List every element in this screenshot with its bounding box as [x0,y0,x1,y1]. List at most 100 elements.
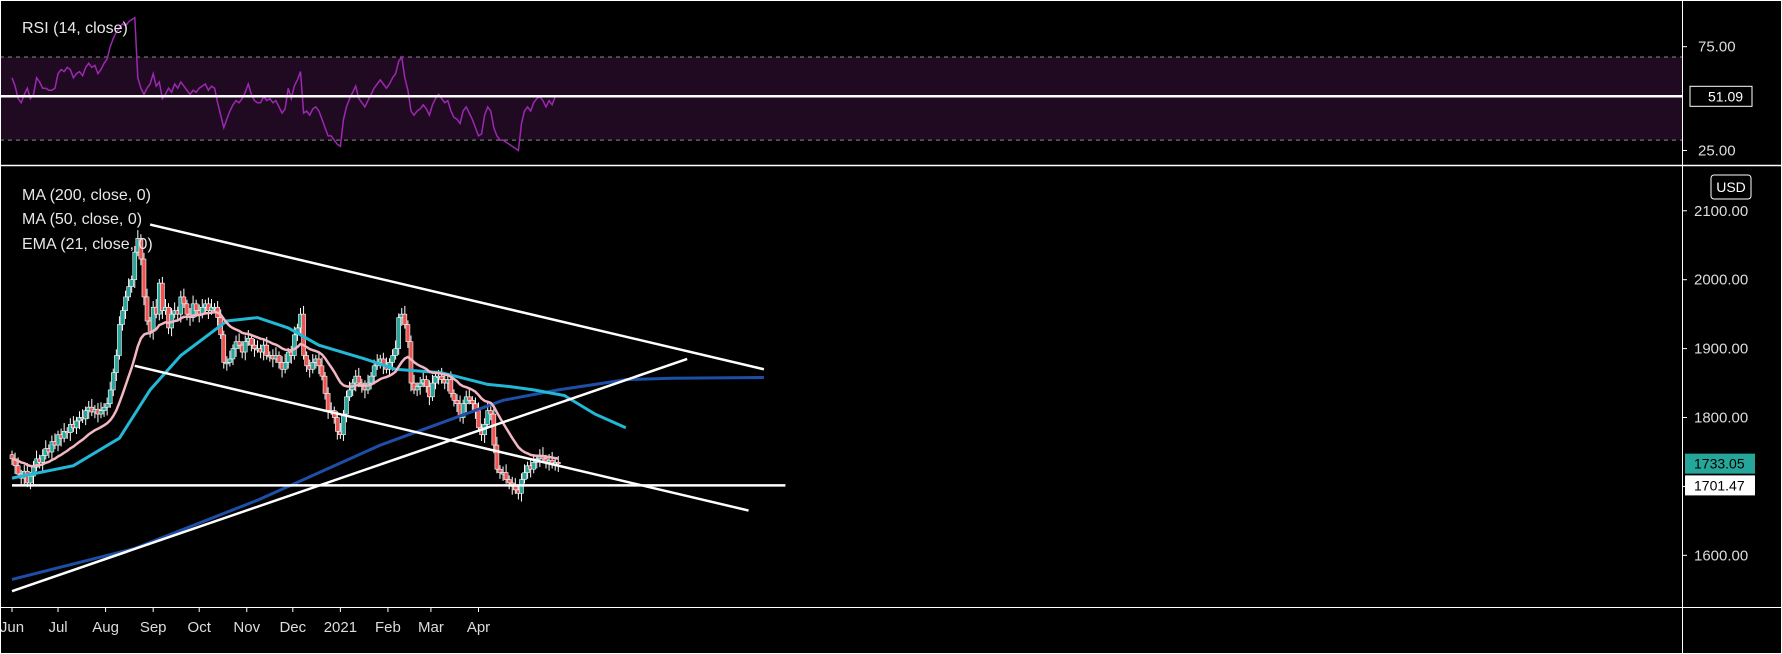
trendline-2[interactable] [11,357,688,593]
candle-down [408,341,414,384]
candle-down [193,303,199,312]
time-tick-label: Jul [48,619,67,636]
candle-down [276,355,282,363]
candle-up [74,420,79,429]
candle-up [104,403,110,408]
price-pane[interactable]: MA (200, close, 0) MA (50, close, 0) EMA… [9,174,1755,593]
candle-down [236,341,242,346]
candle-down [470,399,475,405]
candle-down [424,379,429,387]
candle-up [282,362,288,370]
candle-down [488,410,494,415]
candle-up [132,251,138,280]
candle-down [325,393,331,411]
price-tag-bg [1685,453,1755,474]
ema21-line [11,310,559,468]
candle-up [347,389,352,398]
candle-up [371,365,377,377]
legend-ma50: MA (50, close, 0) [22,211,142,228]
candle-down [249,337,254,346]
time-axis-ticks: Jun Jul Aug Sep Oct Nov Dec 2021 Feb Mar Apr [0,607,490,636]
candle-up [110,372,116,391]
time-tick-label: Dec [279,619,306,636]
legend-ma200: MA (200, close, 0) [22,187,151,204]
candle-up [230,348,236,360]
currency-label: USD [1716,179,1746,195]
candle-up [460,403,466,418]
candle-down [181,296,187,305]
candle-down [252,344,257,349]
candle-down [335,417,340,432]
currency-badge[interactable]: USD [1710,174,1752,200]
candle-down [138,238,144,260]
rsi-pane[interactable]: RSI (14, close) 75.00 25.00 51.09 [0,16,1753,160]
candle-up [98,410,104,415]
candle-up [117,324,122,356]
candle-up [83,410,88,420]
candle-down [491,413,497,446]
price-tag-bg [1685,475,1755,496]
candle-up [390,355,395,363]
candle-down [503,472,509,480]
candle-up [101,406,107,411]
candle-up [224,362,230,365]
candle-up [341,413,346,436]
rsi-current-value: 51.09 [1708,88,1743,104]
candle-down [144,296,150,322]
candle-up [310,362,316,370]
price-tick-label: 1600.00 [1694,547,1748,564]
price-tag-value: 1701.47 [1694,477,1745,493]
candle-down [319,365,325,377]
time-tick-label: Aug [92,619,119,636]
trendlines [11,223,786,593]
price-tag-value: 1733.05 [1694,456,1745,472]
candle-down [316,358,322,367]
candle-down [15,465,21,475]
rsi-line [11,16,559,152]
candle-down [9,454,15,460]
candle-down [466,396,472,401]
candle-up [433,375,438,384]
candle-up [414,386,420,391]
candle-down [451,393,457,401]
candle-down [555,461,561,465]
rsi-current-tag: 51.09 [1689,85,1753,107]
candle-down [497,468,503,473]
candle-up [28,475,33,484]
candle-up [344,396,349,415]
candle-up [242,341,248,353]
price-tags: 1733.05 1701.47 [1685,453,1755,496]
candle-up [393,348,398,356]
candle-down [184,303,190,315]
candle-up [396,317,401,349]
time-tick-label: Mar [418,619,444,636]
candle-up [55,434,61,446]
time-tick-label: Feb [375,619,401,636]
candle-up [126,286,131,298]
candle-up [430,382,435,398]
candle-down [141,258,147,298]
legend-ema21: EMA (21, close, 0) [22,236,153,253]
time-tick-label: Apr [467,619,490,636]
candle-up [531,461,537,470]
time-tick-label: Nov [233,619,260,636]
candle-up [68,424,73,433]
candle-down [405,324,411,343]
candle-up [368,375,374,384]
price-tick-label: 2000.00 [1694,272,1748,289]
rsi-label: RSI (14, close) [22,20,128,37]
candle-up [114,355,119,374]
trendline-0[interactable] [149,223,765,371]
rsi-tick-label: 25.00 [1698,142,1736,159]
candle-up [129,279,134,287]
rsi-band-fill [0,57,1682,141]
candle-up [285,351,291,363]
ma200-line [11,376,764,581]
candle-down [356,375,362,384]
candle-down [454,399,460,405]
candle-up [123,296,128,312]
candle-down [402,313,408,325]
candle-down [221,334,227,363]
candle-up [178,296,184,315]
